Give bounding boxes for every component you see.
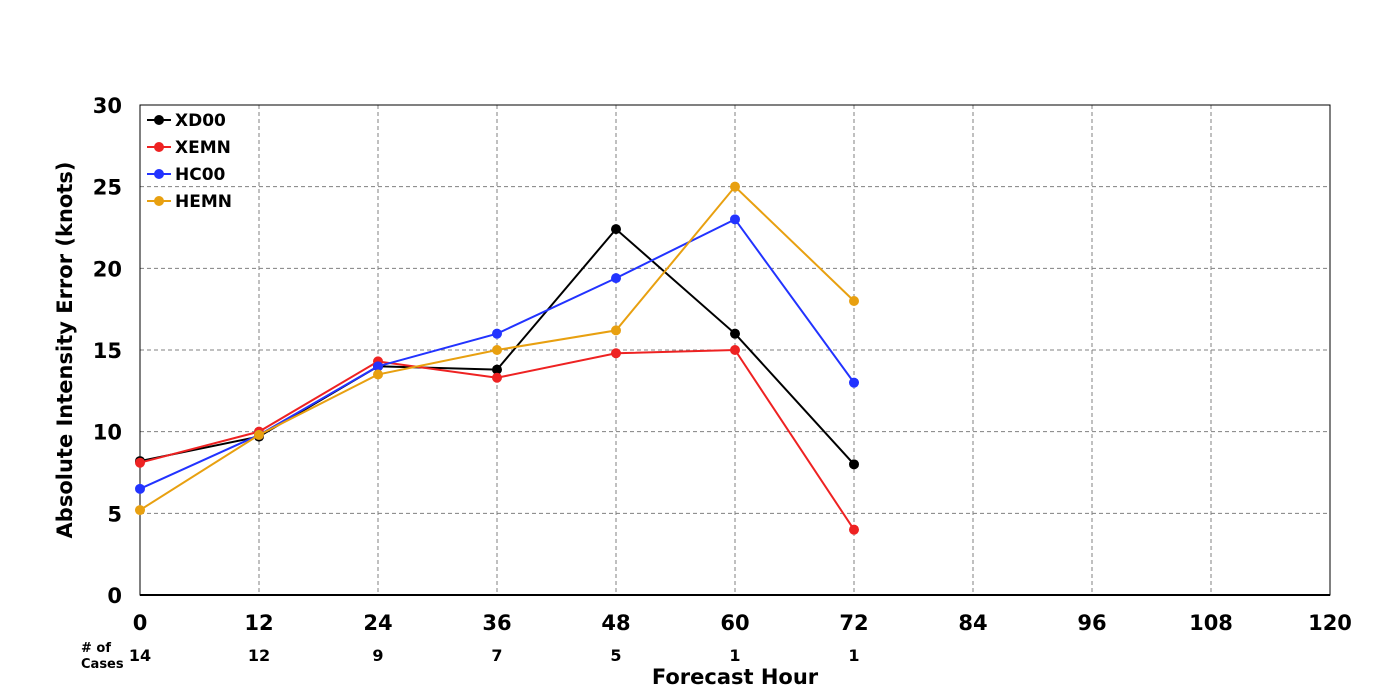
data-point-xd00 xyxy=(849,459,859,470)
legend-marker xyxy=(154,169,164,179)
x-tick-label: 0 xyxy=(133,611,148,635)
data-point-hc00 xyxy=(492,328,502,339)
x-tick-label: 36 xyxy=(482,611,511,635)
data-point-xd00 xyxy=(492,364,502,375)
data-point-xemn xyxy=(135,457,145,468)
x-tick-label: 60 xyxy=(720,611,749,635)
case-count: 1 xyxy=(729,646,740,665)
data-point-xemn xyxy=(492,372,502,383)
y-axis-label: Absolute Intensity Error (knots) xyxy=(53,162,77,539)
data-point-hc00 xyxy=(373,361,383,372)
x-tick-label: 48 xyxy=(601,611,630,635)
y-tick-label: 25 xyxy=(93,176,122,200)
y-tick-label: 10 xyxy=(93,421,122,445)
data-point-hemn xyxy=(611,325,621,336)
x-tick-labels: 0 12 24 36 48 60 72 84 96 108 120 xyxy=(133,611,1352,635)
data-point-xd00 xyxy=(730,328,740,339)
case-count: 9 xyxy=(372,646,383,665)
legend-marker xyxy=(154,115,164,125)
cases-label-line2: Cases xyxy=(81,657,124,672)
data-point-hc00 xyxy=(135,483,145,494)
series-group xyxy=(135,181,859,535)
data-point-xemn xyxy=(730,345,740,355)
y-tick-labels: 0 5 10 15 20 25 30 xyxy=(93,94,122,608)
case-count: 14 xyxy=(129,646,151,665)
case-count: 1 xyxy=(848,646,859,665)
data-point-hemn xyxy=(492,345,502,355)
data-point-hc00 xyxy=(730,214,740,225)
x-tick-label: 96 xyxy=(1077,611,1106,635)
legend-label: HEMN xyxy=(175,192,232,212)
legend-label: XD00 xyxy=(175,111,226,131)
legend-label: XEMN xyxy=(175,138,231,158)
case-count: 5 xyxy=(610,646,621,665)
x-tick-label: 12 xyxy=(244,611,273,635)
data-point-hemn xyxy=(849,296,859,306)
y-tick-label: 30 xyxy=(93,94,122,118)
data-point-hc00 xyxy=(611,273,621,284)
x-tick-label: 24 xyxy=(363,611,392,635)
x-tick-label: 72 xyxy=(839,611,868,635)
legend-marker xyxy=(154,142,164,152)
x-tick-label: 84 xyxy=(958,611,987,635)
data-point-hc00 xyxy=(849,377,859,388)
case-counts: 14 12 9 7 5 1 1 xyxy=(129,646,860,665)
data-point-hemn xyxy=(730,181,740,192)
legend: XD00 XEMN HC00 HEMN xyxy=(147,111,232,212)
y-tick-label: 15 xyxy=(93,339,122,363)
y-tick-label: 5 xyxy=(107,502,122,526)
y-tick-label: 0 xyxy=(107,584,122,608)
case-count: 12 xyxy=(248,646,270,665)
x-axis-label: Forecast Hour xyxy=(652,665,819,689)
x-tick-label: 120 xyxy=(1308,611,1352,635)
data-point-hemn xyxy=(373,369,383,380)
case-count: 7 xyxy=(491,646,502,665)
legend-label: HC00 xyxy=(175,165,226,185)
data-point-xemn xyxy=(849,524,859,535)
data-point-hemn xyxy=(135,505,145,516)
cases-label-line1: # of xyxy=(81,641,111,656)
y-tick-label: 20 xyxy=(93,257,122,281)
x-tick-label: 108 xyxy=(1189,611,1233,635)
data-point-hemn xyxy=(254,429,264,440)
legend-marker xyxy=(154,196,164,206)
data-point-xd00 xyxy=(611,224,621,235)
data-point-xemn xyxy=(611,348,621,359)
